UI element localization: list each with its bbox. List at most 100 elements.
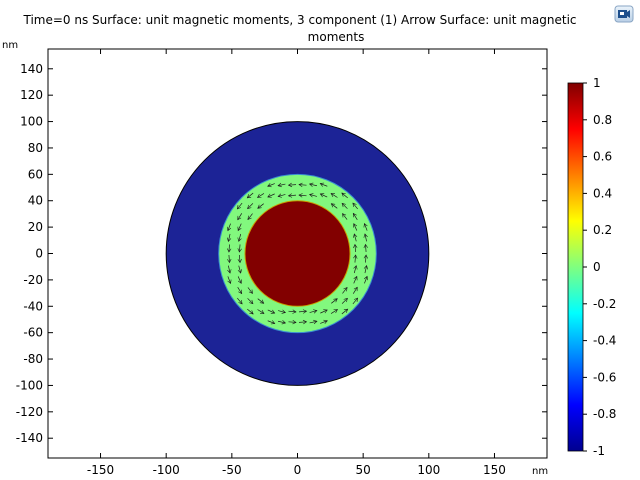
- y-tick-label: -100: [16, 378, 43, 392]
- magnetization-arrow: [239, 254, 241, 263]
- magnetization-arrow: [330, 309, 338, 314]
- magnetization-arrowhead: [352, 202, 357, 207]
- x-tick-label: -50: [222, 463, 242, 477]
- magnetization-arrow: [247, 213, 253, 220]
- magnetization-arrowhead: [353, 243, 358, 249]
- magnetization-arrowhead: [302, 309, 308, 314]
- colorbar-tick-label: -0.4: [593, 334, 616, 348]
- magnetization-arrow: [353, 276, 358, 284]
- x-tick-label: 150: [483, 463, 506, 477]
- magnetization-arrow: [364, 265, 367, 274]
- magnetization-arrow: [352, 213, 358, 220]
- magnetization-arrowhead: [343, 286, 348, 292]
- magnetization-arrow: [320, 183, 328, 187]
- magnetization-arrow: [331, 298, 338, 304]
- magnetization-arrowhead: [353, 254, 358, 259]
- magnetization-arrowhead: [341, 192, 346, 197]
- magnetization-arrow: [237, 202, 243, 210]
- magnetization-arrow: [342, 287, 348, 294]
- magnetization-arrowhead: [237, 258, 242, 264]
- magnetization-arrowhead: [260, 310, 265, 314]
- magnetization-arrowhead: [277, 182, 282, 188]
- magnetization-arrowhead: [333, 309, 338, 314]
- magnetization-arrowhead: [287, 182, 293, 188]
- magnetization-arrow: [354, 254, 356, 263]
- magnetization-arrow: [341, 308, 348, 315]
- magnetization-arrow: [237, 297, 243, 305]
- magnetization-arrow: [257, 193, 265, 198]
- magnetization-arrow: [353, 233, 357, 242]
- magnetization-arrow: [320, 193, 328, 198]
- magnetization-arrowhead: [333, 298, 338, 303]
- magnetization-arrow: [309, 194, 317, 197]
- magnetization-arrow: [228, 233, 231, 242]
- y-tick-label: 0: [35, 247, 43, 261]
- magnetization-arrowhead: [249, 310, 254, 315]
- magnetization-arrowhead: [246, 194, 252, 199]
- magnetization-arrow: [267, 320, 275, 324]
- magnetization-arrow: [364, 233, 367, 242]
- y-tick-label: 40: [28, 194, 43, 208]
- arrow-surface: [226, 182, 369, 325]
- x-unit-label: nm: [532, 466, 548, 477]
- magnetization-arrowhead: [227, 269, 232, 274]
- magnetization-arrowhead: [363, 243, 368, 249]
- magnetization-arrowhead: [319, 182, 325, 187]
- magnetization-arrow: [352, 297, 358, 305]
- magnetization-arrowhead: [323, 319, 328, 324]
- magnetization-arrow: [352, 287, 358, 294]
- y-tick-label: 80: [28, 141, 43, 155]
- colorbar-tick-label: 1: [593, 76, 601, 90]
- magnetization-arrowhead: [353, 265, 358, 270]
- magnetization-arrowhead: [353, 297, 359, 302]
- magnetization-arrowhead: [287, 193, 293, 198]
- magnetization-arrow: [320, 309, 328, 314]
- magnetization-arrowhead: [247, 204, 252, 210]
- magnetization-arrow: [278, 194, 286, 197]
- y-tick-label: -20: [23, 273, 43, 287]
- magnetization-arrowhead: [343, 297, 348, 303]
- magnetization-arrowhead: [270, 320, 276, 325]
- inner-core-disk: [244, 200, 351, 307]
- magnetization-arrow: [239, 244, 241, 253]
- magnetization-arrowhead: [227, 279, 232, 285]
- y-tick-label: -40: [23, 299, 43, 313]
- colorbar-tick-label: -1: [593, 444, 605, 458]
- camera-icon[interactable]: [614, 5, 634, 23]
- magnetization-arrowhead: [309, 193, 314, 198]
- magnetization-arrow: [247, 192, 254, 199]
- x-tick-label: -100: [153, 463, 180, 477]
- y-tick-label: -140: [16, 431, 43, 445]
- magnetization-arrow: [257, 298, 264, 304]
- magnetization-arrowhead: [267, 183, 272, 188]
- magnetization-arrow: [298, 194, 307, 197]
- magnetization-arrow: [238, 233, 242, 242]
- magnetization-arrowhead: [227, 226, 232, 232]
- magnetization-arrowhead: [363, 233, 368, 238]
- magnetization-arrow: [288, 194, 297, 197]
- magnetization-arrowhead: [238, 289, 243, 295]
- plot-title-line2: moments: [307, 30, 365, 44]
- magnetization-arrowhead: [236, 205, 242, 210]
- magnetization-arrow: [288, 184, 297, 186]
- magnetization-arrow: [237, 276, 242, 284]
- y-tick-label: 20: [28, 220, 43, 234]
- y-tick-label: -60: [23, 326, 43, 340]
- magnetization-arrow: [247, 308, 254, 315]
- magnetization-arrow: [228, 244, 230, 253]
- magnetization-arrow: [309, 310, 317, 313]
- magnetization-arrowhead: [270, 309, 276, 314]
- magnetization-arrowhead: [313, 309, 318, 314]
- magnetization-arrow: [341, 298, 348, 304]
- magnetization-arrowhead: [353, 223, 358, 228]
- magnetization-arrowhead: [238, 300, 243, 305]
- magnetization-arrowhead: [237, 248, 242, 253]
- magnetization-arrow: [237, 287, 243, 294]
- colorbar-tick-label: 0.6: [593, 150, 612, 164]
- magnetization-arrowhead: [353, 233, 358, 238]
- magnetization-arrowhead: [257, 193, 262, 198]
- magnetization-arrow: [352, 202, 358, 210]
- magnetization-arrow: [247, 203, 254, 209]
- colorbar-tick-label: 0: [593, 260, 601, 274]
